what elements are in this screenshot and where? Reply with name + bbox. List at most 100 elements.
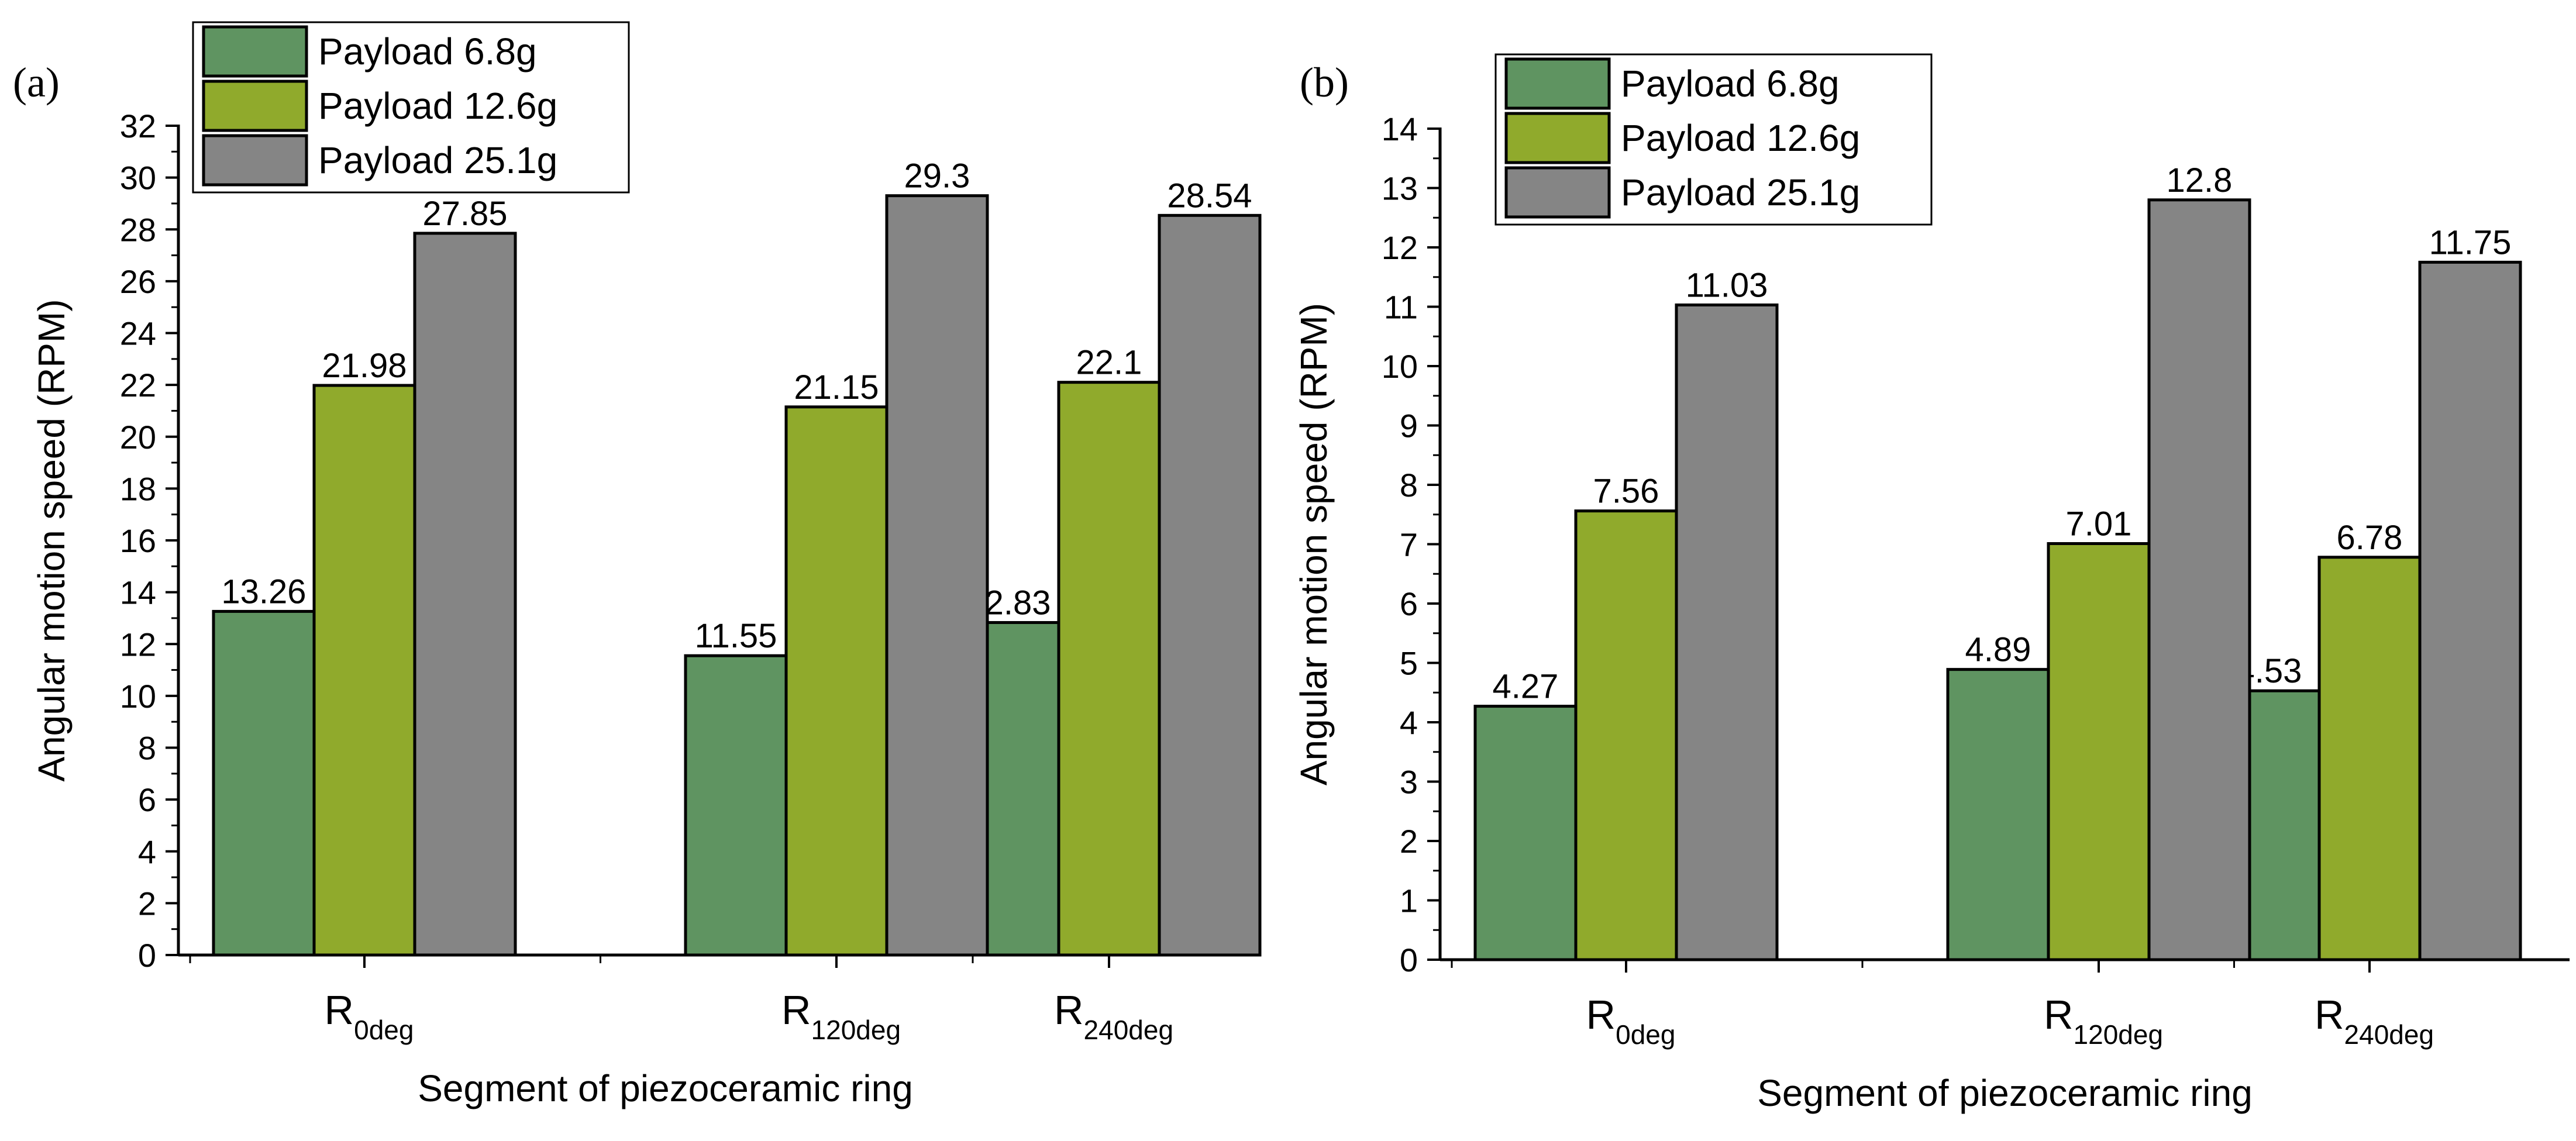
y-tick-label: 28 — [120, 211, 156, 248]
y-tick-label: 4 — [138, 833, 156, 870]
x-axis-title: Segment of piezoceramic ring — [1757, 1072, 2253, 1114]
legend-label: Payload 6.8g — [318, 30, 537, 73]
bar-payload-12-6g-120deg — [2047, 542, 2151, 961]
y-tick-label: 6 — [138, 781, 156, 818]
bar-value-label: 28.54 — [1167, 177, 1252, 215]
bar-payload-6-8g-0deg — [212, 609, 316, 957]
x-tick-label: R0deg — [1586, 992, 1676, 1050]
legend-label: Payload 25.1g — [318, 139, 557, 181]
y-tick-label: 5 — [1400, 645, 1418, 682]
legend-swatch — [202, 25, 308, 78]
bar-value-label: 11.03 — [1686, 266, 1768, 304]
legend-swatch — [202, 134, 308, 187]
bar-value-label: 21.15 — [794, 368, 879, 406]
y-tick-label: 8 — [138, 730, 156, 767]
y-tick-label: 3 — [1400, 764, 1418, 801]
y-tick-label: 13 — [1382, 170, 1418, 207]
legend-swatch — [1504, 112, 1611, 164]
y-tick-label: 2 — [1400, 823, 1418, 860]
y-tick-label: 14 — [1382, 111, 1418, 147]
x-tick-label-sub: 240deg — [1084, 1015, 1174, 1045]
y-tick-label: 0 — [138, 937, 156, 974]
legend-label: Payload 12.6g — [318, 85, 557, 127]
x-axis-title: Segment of piezoceramic ring — [418, 1067, 913, 1109]
legend-label: Payload 12.6g — [1621, 117, 1860, 159]
bar-payload-25-1g-120deg — [2147, 198, 2251, 961]
legend-label: Payload 25.1g — [1621, 171, 1860, 213]
bar-payload-12-6g-240deg — [2317, 556, 2422, 961]
y-tick-label: 4 — [1400, 704, 1418, 741]
x-tick-label-sub: 120deg — [2074, 1019, 2164, 1050]
y-tick-label: 10 — [120, 678, 156, 715]
legend-swatch — [202, 80, 308, 132]
x-tick-label: R120deg — [2044, 992, 2163, 1050]
y-tick-label: 12 — [120, 626, 156, 663]
x-tick-label-main: R — [1054, 987, 1084, 1033]
bar-value-label: 29.3 — [904, 157, 970, 195]
y-tick-label: 11 — [1384, 289, 1418, 326]
y-tick-label: 8 — [1400, 467, 1418, 504]
bar-value-label: 11.75 — [2429, 223, 2512, 261]
legend-swatch — [1504, 166, 1611, 219]
y-tick-label: 9 — [1400, 408, 1418, 444]
bar-payload-12-6g-0deg — [312, 384, 416, 957]
x-tick-label-main: R — [325, 987, 354, 1033]
bar-value-label: 21.98 — [322, 347, 407, 385]
y-tick-label: 32 — [120, 108, 156, 144]
x-tick-label-sub: 0deg — [1616, 1019, 1675, 1050]
y-axis-title: Angular motion speed (RPM) — [1293, 303, 1335, 785]
bar-value-label: 13.26 — [221, 573, 306, 611]
x-tick-label-sub: 120deg — [811, 1015, 901, 1045]
y-tick-label: 1 — [1400, 883, 1418, 919]
y-tick-label: 0 — [1400, 942, 1418, 978]
bar-payload-12-6g-0deg — [1574, 509, 1678, 961]
bar-value-label: 7.01 — [2066, 505, 2132, 543]
y-tick-label: 10 — [1382, 348, 1418, 385]
y-tick-label: 6 — [1400, 585, 1418, 622]
bar-payload-25-1g-120deg — [885, 194, 989, 957]
x-tick-label: R0deg — [325, 987, 414, 1045]
y-axis-title: Angular motion speed (RPM) — [30, 299, 73, 781]
bar-payload-6-8g-0deg — [1473, 705, 1578, 961]
bar-payload-25-1g-240deg — [2418, 260, 2522, 961]
bar-value-label: 27.85 — [422, 195, 507, 233]
bar-payload-12-6g-240deg — [1057, 381, 1161, 957]
x-tick-label-main: R — [1586, 992, 1616, 1037]
bar-value-label: 22.1 — [1076, 344, 1142, 382]
bar-payload-6-8g-120deg — [684, 654, 788, 957]
y-tick-label: 18 — [120, 470, 156, 507]
y-tick-label: 30 — [120, 160, 156, 197]
y-tick-label: 12 — [1382, 229, 1418, 266]
panel-label: (a) — [13, 59, 60, 106]
legend-label: Payload 6.8g — [1621, 63, 1840, 105]
bar-payload-25-1g-240deg — [1158, 213, 1262, 957]
y-tick-label: 7 — [1400, 526, 1418, 563]
y-tick-label: 14 — [120, 574, 156, 611]
chart-panel-a: (a)02468101214161820222426283032Angular … — [13, 21, 1262, 1109]
bar-value-label: 4.89 — [1965, 631, 2031, 669]
y-tick-label: 16 — [120, 522, 156, 559]
bar-value-label: 6.78 — [2337, 519, 2403, 557]
x-tick-label: R240deg — [2315, 992, 2434, 1050]
x-tick-label: R120deg — [781, 987, 901, 1045]
y-tick-label: 24 — [120, 315, 156, 352]
bar-value-label: 7.56 — [1593, 473, 1659, 511]
legend-swatch — [1504, 57, 1611, 110]
x-tick-label-sub: 0deg — [354, 1015, 414, 1045]
bar-payload-12-6g-120deg — [784, 405, 888, 957]
bar-payload-6-8g-120deg — [1946, 668, 2050, 961]
x-tick-label-sub: 240deg — [2344, 1019, 2434, 1050]
x-tick-label: R240deg — [1054, 987, 1173, 1045]
bar-value-label: 12.8 — [2167, 161, 2233, 199]
y-tick-label: 2 — [138, 885, 156, 922]
y-tick-label: 26 — [120, 263, 156, 300]
x-tick-label-main: R — [2315, 992, 2344, 1037]
bar-value-label: 11.55 — [695, 617, 777, 655]
bar-value-label: 4.27 — [1493, 668, 1559, 706]
x-tick-label-main: R — [2044, 992, 2074, 1037]
y-tick-label: 20 — [120, 419, 156, 456]
y-tick-label: 22 — [120, 367, 156, 404]
